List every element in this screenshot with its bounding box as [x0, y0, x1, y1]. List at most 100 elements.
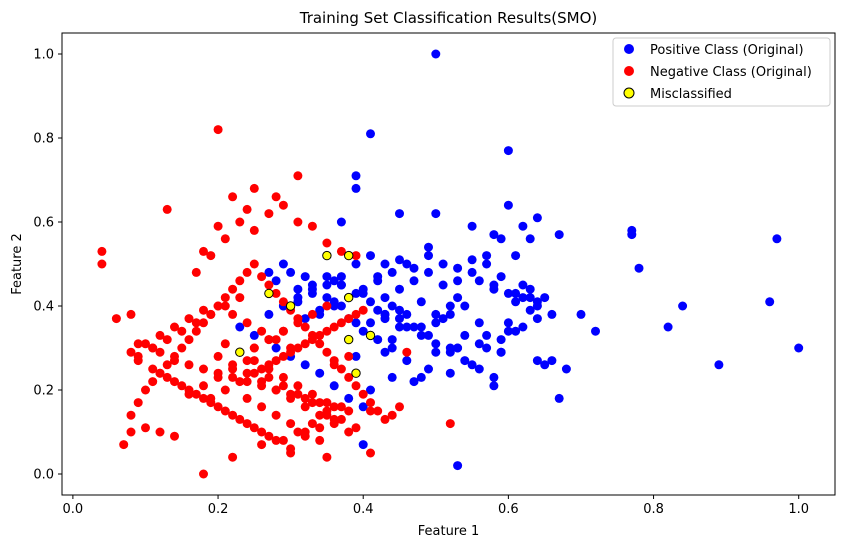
- y-tick-label: 0.0: [33, 468, 54, 483]
- negative-point: [402, 347, 412, 357]
- y-tick-label: 0.4: [33, 300, 54, 315]
- x-tick-label: 1.0: [788, 502, 809, 517]
- negative-point: [387, 410, 397, 420]
- negative-point: [191, 389, 201, 399]
- negative-point: [278, 435, 288, 445]
- positive-point: [351, 288, 361, 298]
- positive-point: [511, 326, 521, 336]
- positive-point: [424, 330, 433, 340]
- negative-point: [148, 343, 158, 353]
- positive-point: [409, 263, 419, 273]
- negative-point: [278, 200, 288, 210]
- positive-point: [286, 267, 296, 277]
- negative-point: [220, 406, 230, 416]
- negative-point: [249, 259, 259, 269]
- misclassified-point: [264, 288, 274, 299]
- positive-point: [540, 293, 550, 303]
- positive-point: [409, 377, 419, 387]
- negative-point: [278, 381, 288, 391]
- negative-point: [257, 272, 267, 282]
- legend: Positive Class (Original) Negative Class…: [612, 37, 831, 107]
- positive-point: [387, 335, 397, 345]
- negative-point: [351, 423, 361, 433]
- negative-point: [191, 318, 201, 328]
- positive-point: [482, 330, 492, 340]
- negative-point: [264, 280, 274, 290]
- negative-point: [307, 419, 317, 429]
- misclassified-point: [365, 330, 376, 341]
- negative-point: [184, 360, 194, 370]
- positive-point: [300, 272, 310, 282]
- negative-point: [286, 419, 296, 429]
- negative-point: [278, 297, 288, 307]
- negative-point: [271, 435, 281, 445]
- series-misclassified: [235, 250, 376, 378]
- negative-point: [220, 339, 230, 349]
- positive-point: [453, 343, 463, 353]
- positive-point: [467, 255, 477, 265]
- positive-point: [380, 259, 390, 269]
- positive-point: [351, 318, 361, 328]
- positive-point: [525, 305, 535, 315]
- negative-point: [300, 402, 310, 412]
- negative-point: [286, 347, 296, 357]
- negative-point: [228, 284, 238, 294]
- positive-point: [496, 234, 506, 244]
- positive-point: [554, 393, 564, 403]
- negative-point: [206, 309, 216, 319]
- legend-label-negative: Negative Class (Original): [650, 65, 812, 80]
- positive-point: [474, 339, 484, 349]
- negative-point: [307, 309, 317, 319]
- negative-point: [329, 414, 339, 424]
- negative-point: [235, 414, 245, 424]
- positive-point: [431, 347, 441, 357]
- negative-point: [271, 288, 281, 298]
- negative-point: [184, 335, 194, 345]
- positive-point: [489, 372, 499, 382]
- negative-point: [133, 339, 143, 349]
- negative-point: [344, 351, 354, 361]
- positive-point: [249, 330, 259, 340]
- negative-point: [395, 402, 404, 412]
- negative-point: [336, 318, 346, 328]
- negative-point: [264, 335, 274, 345]
- positive-point: [395, 314, 404, 324]
- negative-point: [242, 318, 252, 328]
- positive-point: [678, 301, 688, 311]
- negative-point: [249, 368, 259, 378]
- negative-point: [228, 309, 238, 319]
- negative-point: [293, 381, 303, 391]
- positive-point: [438, 280, 448, 290]
- negative-point: [242, 419, 252, 429]
- negative-point: [300, 393, 310, 403]
- positive-point: [438, 259, 448, 269]
- negative-point: [264, 372, 274, 382]
- negative-point: [322, 406, 332, 416]
- negative-point: [307, 335, 317, 345]
- negative-point: [264, 364, 274, 374]
- negative-point: [293, 171, 303, 181]
- positive-point: [387, 267, 397, 277]
- negative-point: [336, 246, 346, 256]
- positive-point: [525, 284, 535, 294]
- negative-point: [213, 301, 223, 311]
- negative-point: [257, 326, 267, 336]
- positive-point: [358, 284, 368, 294]
- negative-point: [271, 356, 281, 366]
- positive-point: [358, 402, 368, 412]
- positive-point: [264, 309, 274, 319]
- positive-point: [554, 230, 564, 240]
- negative-point: [242, 356, 252, 366]
- positive-point: [293, 297, 303, 307]
- misclassified-point: [235, 347, 245, 357]
- positive-point: [518, 221, 528, 231]
- positive-point: [503, 288, 513, 298]
- positive-point: [380, 347, 390, 357]
- negative-point: [286, 393, 296, 403]
- negative-point: [242, 368, 252, 378]
- y-axis: 0.0 0.2 0.4 0.6 0.8 1.0: [33, 48, 62, 483]
- negative-point: [336, 364, 346, 374]
- positive-point: [547, 309, 557, 319]
- positive-point: [235, 322, 245, 332]
- positive-point: [402, 309, 412, 319]
